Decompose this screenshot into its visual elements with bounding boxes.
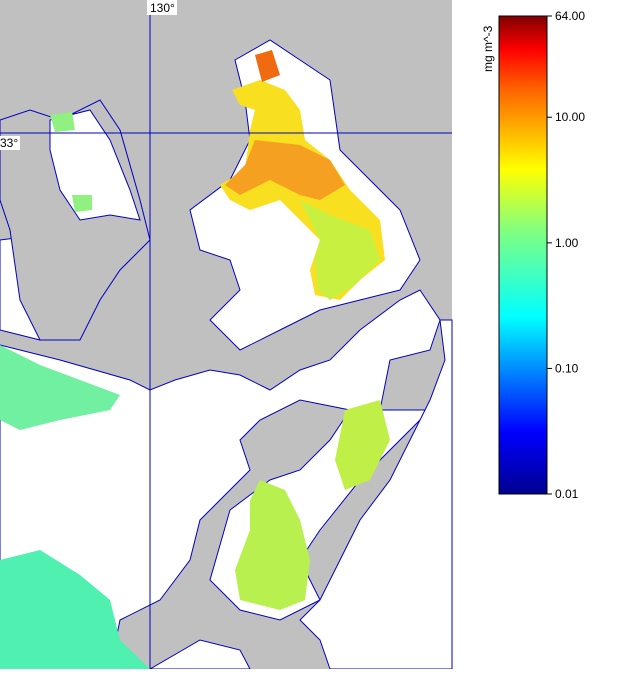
- colorbar-tick-label: 64.00: [555, 9, 585, 23]
- label-box: [0, 136, 20, 150]
- colorbar-tick-label: 0.10: [555, 361, 579, 375]
- label-box: [147, 0, 177, 15]
- latitude-label: 33°: [0, 136, 18, 150]
- colorbar-tick-label: 10.00: [555, 110, 585, 124]
- longitude-label: 130°: [150, 1, 175, 15]
- colorbar-tick-label: 0.01: [555, 487, 579, 501]
- colorbar-tick-label: 1.00: [555, 236, 579, 250]
- colorbar-label: mg m^-3: [481, 25, 495, 72]
- colorbar-ramp: [498, 15, 548, 495]
- map: 130° 33°: [0, 0, 453, 670]
- chlorophyll-field: [0, 50, 390, 669]
- colorbar: mg m^-3 64.00 10.00 1.00 0.10 0.01: [481, 9, 585, 501]
